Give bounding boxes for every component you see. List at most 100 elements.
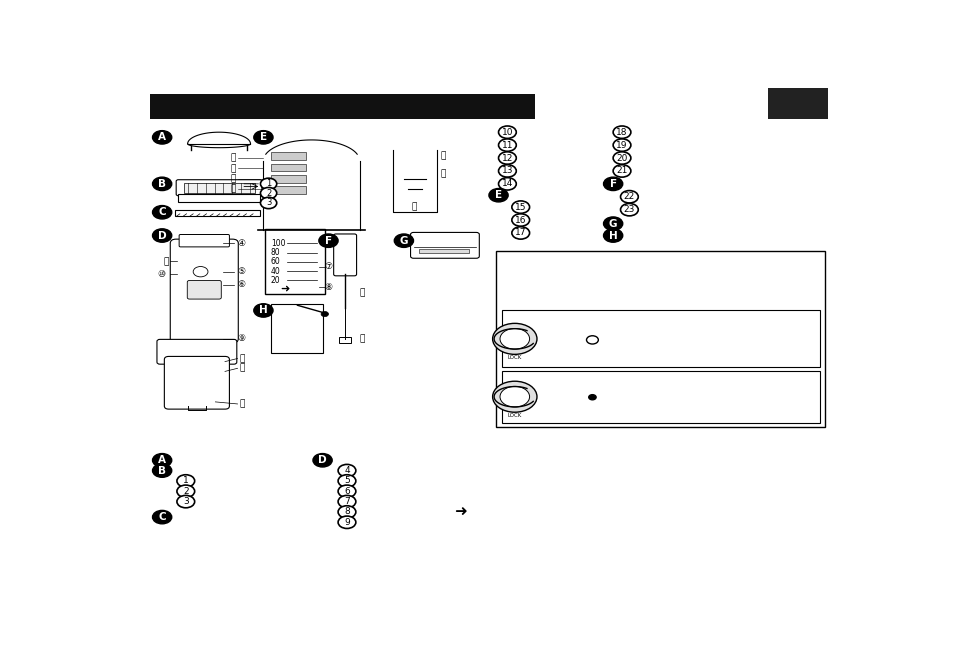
Text: 2: 2 [183,486,189,496]
Text: ⑧: ⑧ [324,282,333,292]
Circle shape [260,197,276,209]
Circle shape [499,329,529,349]
FancyBboxPatch shape [501,311,820,367]
Text: E: E [495,190,501,200]
Circle shape [613,139,630,151]
Text: LOCK: LOCK [507,413,521,418]
Text: 11: 11 [501,141,513,150]
Text: 14: 14 [501,179,513,189]
FancyBboxPatch shape [265,229,324,294]
Circle shape [337,516,355,529]
Text: ⑰: ⑰ [411,203,416,211]
Circle shape [152,454,172,467]
Text: ⑬: ⑬ [239,364,245,373]
Circle shape [260,187,276,199]
FancyBboxPatch shape [151,95,535,119]
Text: 1: 1 [183,476,189,485]
Circle shape [498,139,516,151]
Circle shape [613,126,630,138]
Text: ⑤: ⑤ [237,267,246,276]
Circle shape [337,464,355,477]
Circle shape [337,475,355,487]
FancyBboxPatch shape [157,340,236,364]
FancyBboxPatch shape [334,234,356,276]
Text: ⑭: ⑭ [239,399,245,409]
Circle shape [318,234,337,248]
Text: 5: 5 [344,476,350,485]
Circle shape [613,165,630,177]
Text: ➜: ➜ [454,505,467,519]
Text: 19: 19 [616,141,627,150]
Text: ⑥: ⑥ [237,280,246,289]
Circle shape [152,464,172,477]
FancyBboxPatch shape [179,234,229,247]
FancyBboxPatch shape [418,249,469,253]
Text: LOCK: LOCK [507,356,521,360]
Circle shape [152,229,172,242]
Circle shape [394,234,413,248]
FancyBboxPatch shape [170,239,238,343]
Circle shape [619,203,638,216]
Text: ⑩: ⑩ [157,270,166,278]
FancyBboxPatch shape [271,304,323,354]
FancyBboxPatch shape [176,180,262,196]
Text: 80: 80 [271,248,280,257]
Text: 2: 2 [266,189,271,198]
FancyBboxPatch shape [501,371,820,423]
Text: 16: 16 [515,215,526,225]
FancyBboxPatch shape [271,164,306,172]
Text: 3: 3 [266,199,271,207]
Text: 60: 60 [271,258,280,266]
Circle shape [337,506,355,518]
Text: 17: 17 [515,228,526,238]
Text: C: C [158,207,166,217]
FancyBboxPatch shape [183,183,254,193]
Text: 4: 4 [344,466,350,475]
Text: D: D [318,455,327,465]
Circle shape [499,386,529,407]
Circle shape [260,178,276,189]
Circle shape [253,131,273,144]
Text: A: A [158,132,166,142]
Text: ⑳: ⑳ [231,164,235,173]
Circle shape [512,227,529,239]
FancyBboxPatch shape [496,251,824,427]
Text: 100: 100 [271,239,285,248]
Circle shape [498,126,516,138]
FancyBboxPatch shape [174,209,259,216]
Text: ➜: ➜ [280,284,290,294]
Text: 22: 22 [623,193,635,201]
Text: G: G [608,219,617,229]
Text: 20: 20 [271,276,280,285]
Text: B: B [158,466,166,476]
Circle shape [313,454,332,467]
Text: C: C [158,512,166,522]
Text: H: H [608,231,617,240]
Circle shape [588,395,596,400]
Text: ⑮: ⑮ [440,151,446,160]
Circle shape [492,381,537,412]
Circle shape [603,229,622,242]
Text: A: A [158,455,166,465]
Circle shape [152,511,172,524]
Circle shape [152,131,172,144]
Text: 3: 3 [183,497,189,506]
Circle shape [512,201,529,213]
FancyBboxPatch shape [271,187,306,194]
Text: ㉑: ㉑ [231,154,235,162]
Circle shape [619,191,638,203]
Text: 10: 10 [501,127,513,137]
Circle shape [492,323,537,354]
Text: D: D [157,231,166,240]
Text: 18: 18 [616,127,627,137]
Text: ⑨: ⑨ [237,334,246,344]
Text: ⑪: ⑪ [164,257,169,266]
FancyBboxPatch shape [271,175,306,183]
Text: 23: 23 [623,205,635,214]
Circle shape [603,217,622,230]
Text: ④: ④ [237,239,246,248]
Circle shape [253,304,273,317]
Circle shape [512,214,529,226]
Circle shape [152,177,172,191]
Circle shape [613,152,630,164]
